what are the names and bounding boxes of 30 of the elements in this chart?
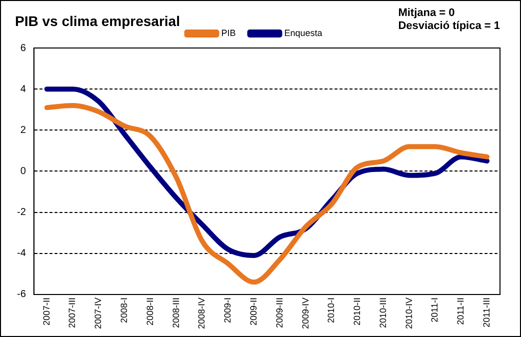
- x-tick-label: 2008-II: [144, 297, 155, 326]
- x-tick-label: 2011-III: [482, 297, 492, 328]
- chart-title: PIB vs clima empresarial: [15, 13, 180, 29]
- text: Desviació típica = 1: [398, 20, 500, 33]
- y-tick-label: -2: [16, 207, 26, 218]
- legend-label: PIB: [221, 28, 236, 38]
- y-tick-label: -4: [16, 248, 26, 260]
- x-tick-label: 2009-I: [222, 297, 233, 324]
- x-tick-label: 2008-IV: [196, 297, 207, 330]
- x-tick-label: 2010-IV: [404, 297, 414, 330]
- text: Mitjana = 0: [398, 7, 456, 20]
- x-tick-label: 2009-III: [274, 297, 284, 328]
- x-tick-label: 2008-III: [170, 297, 181, 328]
- x-tick-label: 2009-II: [248, 297, 258, 326]
- x-tick-label: 2011-I: [430, 297, 440, 322]
- y-tick-label: 4: [20, 84, 26, 95]
- y-tick-label: 0: [20, 166, 26, 177]
- x-tick-label: 2007-IV: [93, 297, 104, 330]
- x-tick-label: 2011-II: [456, 297, 466, 325]
- y-tick-label: -6: [16, 289, 26, 300]
- x-tick-label: 2007-II: [41, 297, 52, 326]
- x-tick-label: 2010-I: [326, 297, 336, 324]
- legend-label: Enquesta: [284, 28, 322, 38]
- x-tick-label: 2007-III: [67, 297, 78, 328]
- x-tick-label: 2008-I: [119, 297, 130, 324]
- y-tick-label: 6: [20, 42, 26, 54]
- x-tick-label: 2010-II: [352, 297, 362, 326]
- x-tick-label: 2009-IV: [300, 297, 310, 330]
- x-tick-label: 2010-III: [378, 297, 388, 328]
- y-tick-label: 2: [20, 124, 26, 136]
